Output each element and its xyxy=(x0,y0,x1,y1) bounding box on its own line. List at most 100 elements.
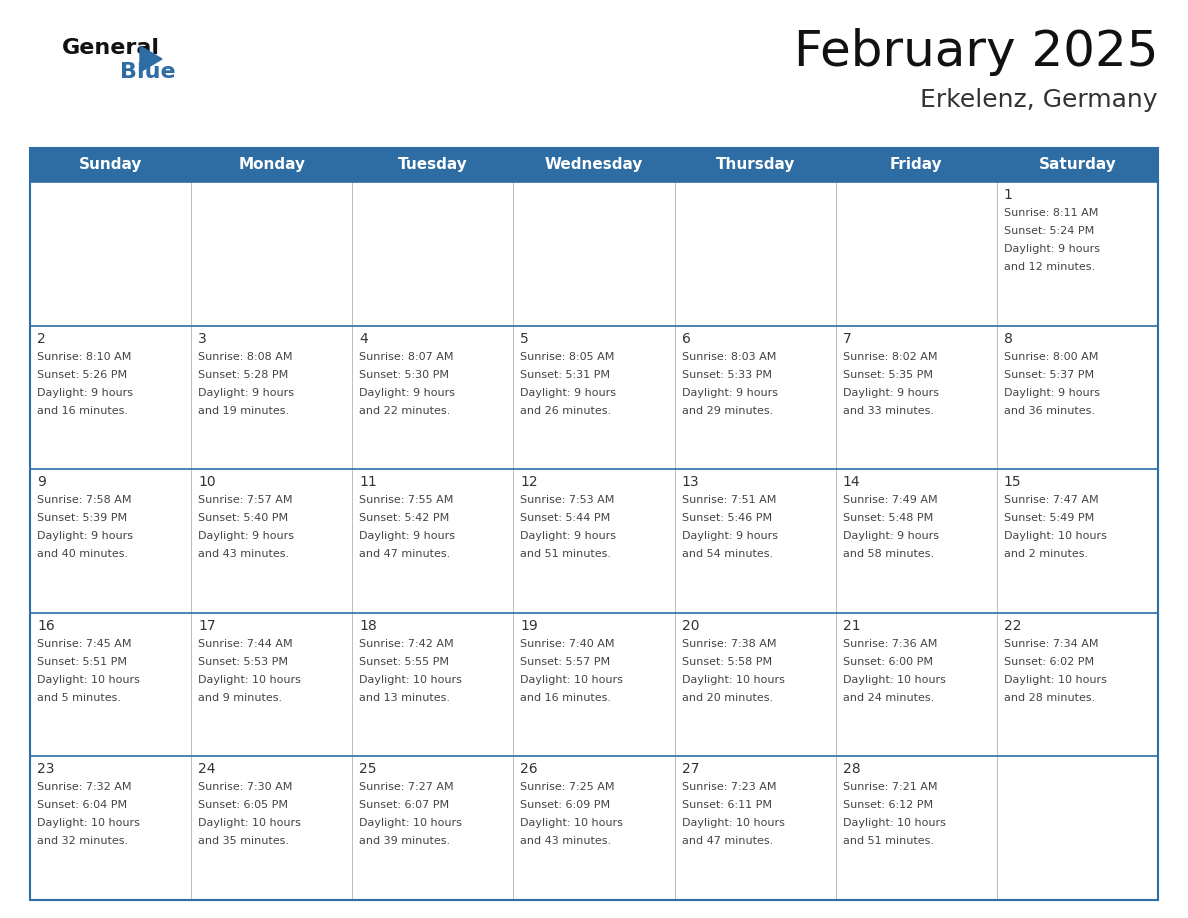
Text: 25: 25 xyxy=(359,763,377,777)
Text: Sunrise: 7:58 AM: Sunrise: 7:58 AM xyxy=(37,495,132,505)
Text: and 2 minutes.: and 2 minutes. xyxy=(1004,549,1088,559)
Text: 11: 11 xyxy=(359,476,377,489)
Text: 28: 28 xyxy=(842,763,860,777)
Text: Sunset: 5:42 PM: Sunset: 5:42 PM xyxy=(359,513,449,523)
Text: and 58 minutes.: and 58 minutes. xyxy=(842,549,934,559)
Text: Wednesday: Wednesday xyxy=(545,158,643,173)
Text: Monday: Monday xyxy=(239,158,305,173)
Text: and 43 minutes.: and 43 minutes. xyxy=(520,836,612,846)
Text: Daylight: 10 hours: Daylight: 10 hours xyxy=(359,675,462,685)
Text: Daylight: 10 hours: Daylight: 10 hours xyxy=(520,819,624,828)
Text: Sunset: 5:24 PM: Sunset: 5:24 PM xyxy=(1004,226,1094,236)
Text: Sunrise: 7:23 AM: Sunrise: 7:23 AM xyxy=(682,782,776,792)
Text: Daylight: 10 hours: Daylight: 10 hours xyxy=(37,819,140,828)
Text: Sunset: 6:04 PM: Sunset: 6:04 PM xyxy=(37,800,127,811)
Text: 8: 8 xyxy=(1004,331,1012,345)
Text: and 40 minutes.: and 40 minutes. xyxy=(37,549,128,559)
Text: 6: 6 xyxy=(682,331,690,345)
Text: Daylight: 9 hours: Daylight: 9 hours xyxy=(1004,387,1100,397)
Text: Daylight: 9 hours: Daylight: 9 hours xyxy=(520,532,617,542)
Text: and 22 minutes.: and 22 minutes. xyxy=(359,406,450,416)
Text: Sunrise: 7:47 AM: Sunrise: 7:47 AM xyxy=(1004,495,1099,505)
Text: and 16 minutes.: and 16 minutes. xyxy=(520,693,612,703)
Text: and 28 minutes.: and 28 minutes. xyxy=(1004,693,1095,703)
Text: 27: 27 xyxy=(682,763,699,777)
Text: Sunrise: 7:44 AM: Sunrise: 7:44 AM xyxy=(198,639,292,649)
Text: 16: 16 xyxy=(37,619,55,633)
Text: Sunrise: 7:34 AM: Sunrise: 7:34 AM xyxy=(1004,639,1099,649)
Text: and 9 minutes.: and 9 minutes. xyxy=(198,693,283,703)
Text: Sunset: 5:30 PM: Sunset: 5:30 PM xyxy=(359,370,449,380)
Bar xyxy=(30,148,1158,900)
Text: 23: 23 xyxy=(37,763,55,777)
Text: Sunset: 6:02 PM: Sunset: 6:02 PM xyxy=(1004,656,1094,666)
Text: 10: 10 xyxy=(198,476,216,489)
Text: and 20 minutes.: and 20 minutes. xyxy=(682,693,772,703)
Text: Sunrise: 7:53 AM: Sunrise: 7:53 AM xyxy=(520,495,615,505)
Text: 19: 19 xyxy=(520,619,538,633)
Text: Sunrise: 8:07 AM: Sunrise: 8:07 AM xyxy=(359,352,454,362)
Text: Sunset: 5:39 PM: Sunset: 5:39 PM xyxy=(37,513,127,523)
Text: and 54 minutes.: and 54 minutes. xyxy=(682,549,772,559)
Text: General: General xyxy=(62,38,160,58)
Text: Sunset: 5:58 PM: Sunset: 5:58 PM xyxy=(682,656,772,666)
Text: Sunset: 5:49 PM: Sunset: 5:49 PM xyxy=(1004,513,1094,523)
Text: Sunrise: 8:10 AM: Sunrise: 8:10 AM xyxy=(37,352,132,362)
Text: Daylight: 10 hours: Daylight: 10 hours xyxy=(520,675,624,685)
Text: Daylight: 9 hours: Daylight: 9 hours xyxy=(682,532,778,542)
Bar xyxy=(30,326,1158,469)
Text: Erkelenz, Germany: Erkelenz, Germany xyxy=(921,88,1158,112)
Text: 4: 4 xyxy=(359,331,368,345)
Text: Sunrise: 7:21 AM: Sunrise: 7:21 AM xyxy=(842,782,937,792)
Bar xyxy=(30,756,1158,900)
Text: Sunrise: 8:05 AM: Sunrise: 8:05 AM xyxy=(520,352,615,362)
Text: 9: 9 xyxy=(37,476,46,489)
Text: Sunset: 6:09 PM: Sunset: 6:09 PM xyxy=(520,800,611,811)
Text: Sunrise: 7:49 AM: Sunrise: 7:49 AM xyxy=(842,495,937,505)
Text: 12: 12 xyxy=(520,476,538,489)
Polygon shape xyxy=(140,46,162,72)
Bar xyxy=(30,148,1158,182)
Text: Tuesday: Tuesday xyxy=(398,158,468,173)
Text: Saturday: Saturday xyxy=(1038,158,1117,173)
Text: Sunset: 5:40 PM: Sunset: 5:40 PM xyxy=(198,513,289,523)
Text: Sunset: 5:35 PM: Sunset: 5:35 PM xyxy=(842,370,933,380)
Text: and 51 minutes.: and 51 minutes. xyxy=(520,549,612,559)
Text: Sunrise: 7:42 AM: Sunrise: 7:42 AM xyxy=(359,639,454,649)
Text: 18: 18 xyxy=(359,619,377,633)
Text: and 47 minutes.: and 47 minutes. xyxy=(682,836,773,846)
Text: Sunrise: 7:45 AM: Sunrise: 7:45 AM xyxy=(37,639,132,649)
Text: Sunset: 5:48 PM: Sunset: 5:48 PM xyxy=(842,513,933,523)
Text: Sunset: 5:26 PM: Sunset: 5:26 PM xyxy=(37,370,127,380)
Text: and 19 minutes.: and 19 minutes. xyxy=(198,406,289,416)
Bar xyxy=(30,182,1158,326)
Text: 21: 21 xyxy=(842,619,860,633)
Text: Sunrise: 7:38 AM: Sunrise: 7:38 AM xyxy=(682,639,776,649)
Text: 20: 20 xyxy=(682,619,699,633)
Text: and 12 minutes.: and 12 minutes. xyxy=(1004,262,1095,272)
Text: Daylight: 9 hours: Daylight: 9 hours xyxy=(842,387,939,397)
Text: Daylight: 10 hours: Daylight: 10 hours xyxy=(682,819,784,828)
Text: and 16 minutes.: and 16 minutes. xyxy=(37,406,128,416)
Text: and 43 minutes.: and 43 minutes. xyxy=(198,549,289,559)
Text: Sunset: 5:53 PM: Sunset: 5:53 PM xyxy=(198,656,289,666)
Text: and 26 minutes.: and 26 minutes. xyxy=(520,406,612,416)
Text: Sunrise: 7:32 AM: Sunrise: 7:32 AM xyxy=(37,782,132,792)
Text: Friday: Friday xyxy=(890,158,942,173)
Text: Sunrise: 8:03 AM: Sunrise: 8:03 AM xyxy=(682,352,776,362)
Text: Sunrise: 7:36 AM: Sunrise: 7:36 AM xyxy=(842,639,937,649)
Text: Sunset: 5:31 PM: Sunset: 5:31 PM xyxy=(520,370,611,380)
Text: Daylight: 9 hours: Daylight: 9 hours xyxy=(359,532,455,542)
Text: Sunset: 5:46 PM: Sunset: 5:46 PM xyxy=(682,513,772,523)
Text: Sunrise: 7:25 AM: Sunrise: 7:25 AM xyxy=(520,782,615,792)
Text: and 24 minutes.: and 24 minutes. xyxy=(842,693,934,703)
Text: and 5 minutes.: and 5 minutes. xyxy=(37,693,121,703)
Text: 3: 3 xyxy=(198,331,207,345)
Text: Sunset: 5:37 PM: Sunset: 5:37 PM xyxy=(1004,370,1094,380)
Text: Blue: Blue xyxy=(120,62,176,82)
Text: Sunset: 5:51 PM: Sunset: 5:51 PM xyxy=(37,656,127,666)
Text: 1: 1 xyxy=(1004,188,1012,202)
Text: 15: 15 xyxy=(1004,476,1022,489)
Text: Sunrise: 8:00 AM: Sunrise: 8:00 AM xyxy=(1004,352,1098,362)
Text: and 35 minutes.: and 35 minutes. xyxy=(198,836,289,846)
